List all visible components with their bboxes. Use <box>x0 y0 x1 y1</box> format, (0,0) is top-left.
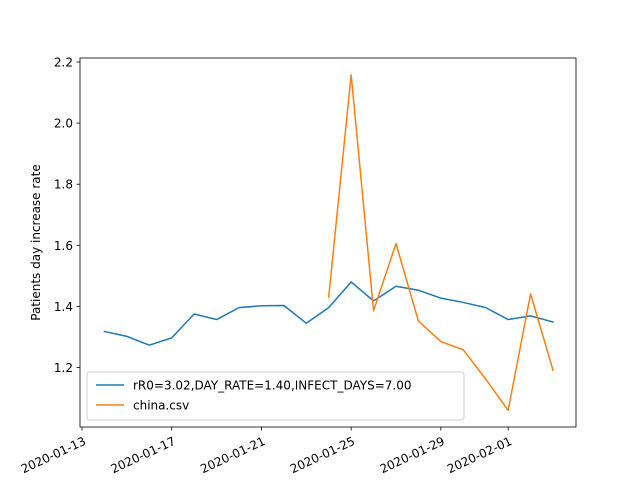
series-line-2 <box>327 74 554 412</box>
y-tick-label: 1.6 <box>54 239 73 253</box>
y-tick-label: 1.4 <box>54 300 73 314</box>
y-tick-label: 2.2 <box>54 56 73 70</box>
legend: rR0=3.02,DAY_RATE=1.40,INFECT_DAYS=7.00c… <box>86 371 465 421</box>
y-tick-label: 1.2 <box>54 361 73 375</box>
y-axis-label: Patients day increase rate <box>29 164 43 321</box>
y-tick-label: 1.8 <box>54 178 73 192</box>
series-layer <box>103 74 554 412</box>
legend-label: rR0=3.02,DAY_RATE=1.40,INFECT_DAYS=7.00 <box>133 379 412 393</box>
plot-frame <box>79 57 577 428</box>
legend-box <box>86 371 465 421</box>
series-line-1 <box>103 281 554 346</box>
legend-label: china.csv <box>133 399 189 413</box>
y-tick-label: 2.0 <box>54 117 73 131</box>
